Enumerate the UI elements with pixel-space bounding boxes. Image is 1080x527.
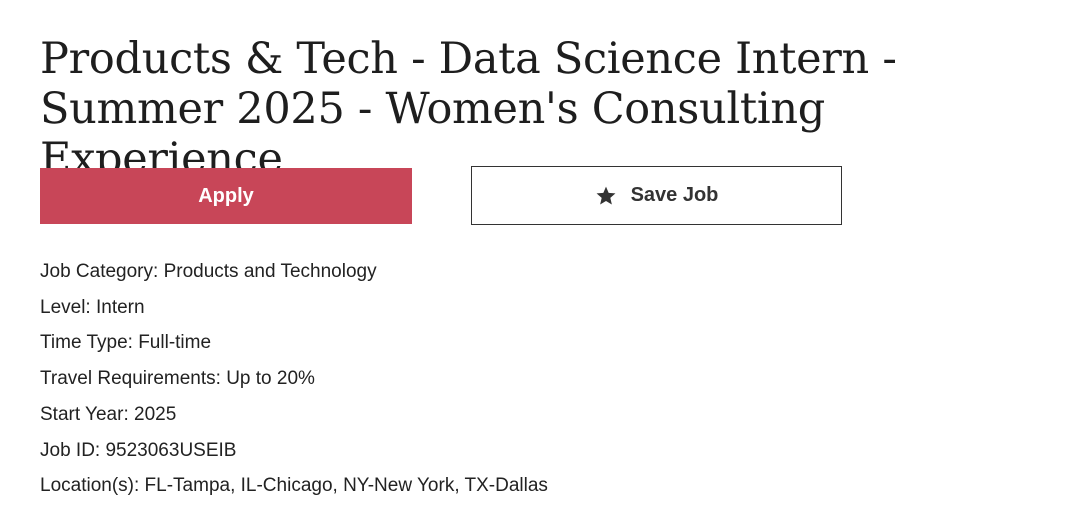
- apply-button[interactable]: Apply: [40, 168, 412, 224]
- detail-travel-requirements: Travel Requirements: Up to 20%: [40, 368, 315, 390]
- job-title: Products & Tech - Data Science Intern - …: [40, 34, 897, 184]
- detail-locations: Location(s): FL-Tampa, IL-Chicago, NY-Ne…: [40, 475, 548, 497]
- detail-level: Level: Intern: [40, 296, 145, 318]
- detail-job-id: Job ID: 9523063USEIB: [40, 439, 237, 461]
- job-actions: Apply Save Job: [40, 166, 842, 225]
- detail-time-type: Time Type: Full-time: [40, 332, 212, 354]
- save-job-button[interactable]: Save Job: [471, 166, 842, 225]
- save-job-label: Save Job: [630, 184, 719, 206]
- detail-start-year: Start Year: 2025: [40, 403, 177, 425]
- star-icon: [596, 186, 616, 205]
- detail-job-category: Job Category: Products and Technology: [40, 261, 377, 282]
- job-details-list: Job Category: Products and Technology Le…: [40, 254, 548, 504]
- job-header: Products & Tech - Data Science Intern - …: [40, 34, 1050, 184]
